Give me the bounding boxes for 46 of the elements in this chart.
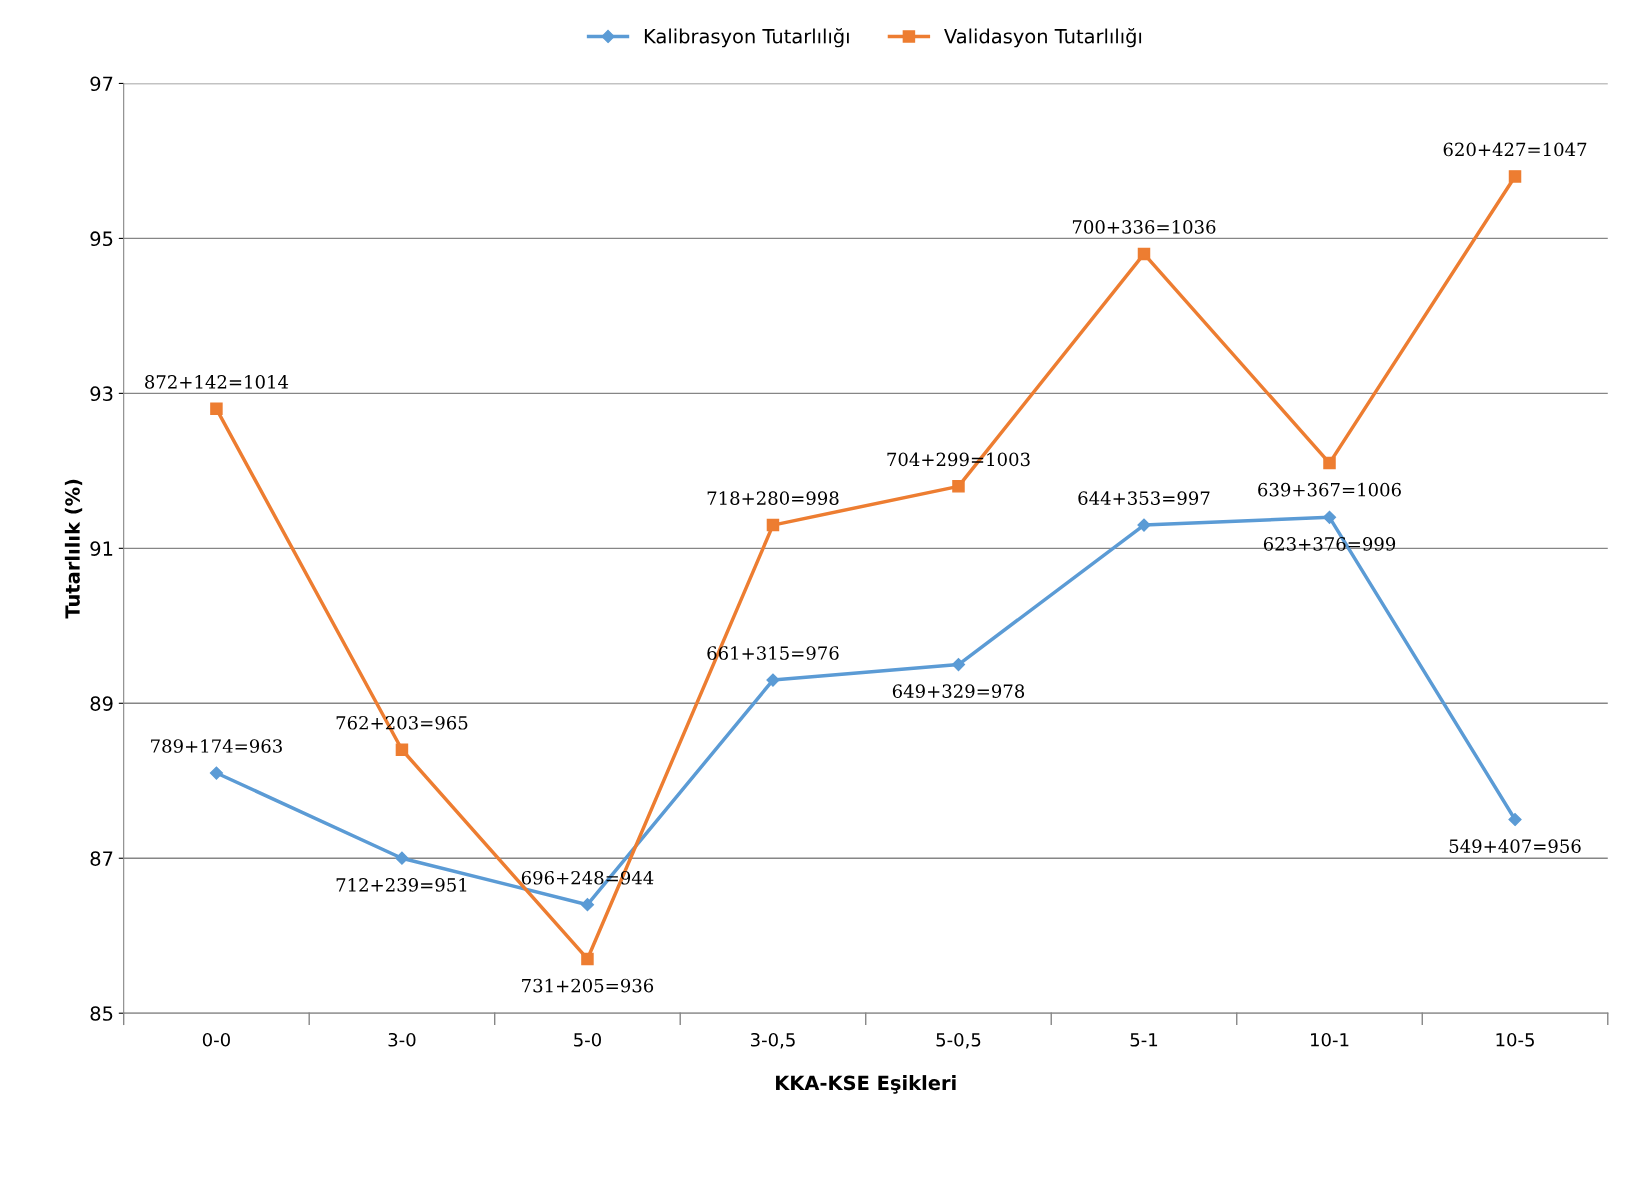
point xyxy=(766,673,780,687)
y-tick-label: 89 xyxy=(90,696,113,711)
annotation: 620+427=1047 xyxy=(1443,142,1587,157)
point xyxy=(1137,518,1151,532)
x-tick-label: 5-1 xyxy=(1130,1033,1158,1047)
point xyxy=(951,657,966,672)
point xyxy=(395,743,409,757)
x-tick-label: 0-0 xyxy=(202,1032,230,1047)
annotation: 731+205=936 xyxy=(522,978,654,993)
point xyxy=(1508,812,1522,827)
annotation: 549+407=956 xyxy=(1449,839,1581,853)
x-tick-label: 10-5 xyxy=(1496,1032,1534,1047)
point xyxy=(1137,247,1151,261)
x-tick-label: 10-1 xyxy=(1311,1032,1349,1047)
y-tick-label: 95 xyxy=(90,231,113,247)
annotation: 644+353=997 xyxy=(1078,491,1210,505)
x-tick-label: 5-0 xyxy=(574,1032,601,1047)
annotation: 639+367=1006 xyxy=(1258,482,1401,497)
x-tick-label: 3-0,5 xyxy=(750,1032,795,1049)
annotation: 649+329=978 xyxy=(892,684,1025,698)
point xyxy=(952,480,965,493)
annotation: 718+280=998 xyxy=(707,491,839,505)
annotation: 700+336=1036 xyxy=(1072,220,1216,234)
point xyxy=(581,952,594,966)
x-tick-label: 3-0 xyxy=(388,1032,416,1047)
annotation: 712+239=951 xyxy=(336,878,467,892)
point xyxy=(1508,170,1522,183)
annotation: 789+174=963 xyxy=(151,739,282,753)
point xyxy=(1322,510,1337,524)
point xyxy=(580,898,595,912)
x-tick-label: 5-0,5 xyxy=(936,1032,981,1049)
annotation: 872+142=1014 xyxy=(145,375,289,389)
point xyxy=(395,851,409,865)
y-tick-label: 97 xyxy=(90,76,113,92)
legend-label: Kalibrasyon Tutarlılığı xyxy=(644,28,849,48)
y-tick-label: 93 xyxy=(90,386,113,402)
legend-label: Validasyon Tutarlılığı xyxy=(944,28,1142,48)
point xyxy=(1323,456,1336,470)
point xyxy=(210,402,223,416)
point xyxy=(209,766,224,780)
point xyxy=(766,518,780,532)
x-axis-title: KKA-KSE Eşikleri xyxy=(776,1075,956,1094)
y-tick-label: 91 xyxy=(90,541,113,556)
y-tick-label: 85 xyxy=(90,1006,113,1021)
y-tick-label: 87 xyxy=(90,851,113,866)
y-axis-title: Tutarlılık (%) xyxy=(64,479,83,619)
